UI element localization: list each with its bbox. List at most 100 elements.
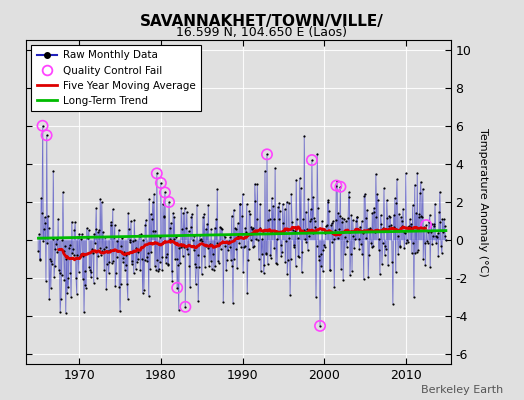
Point	[383, 197, 391, 204]
Point	[401, 230, 409, 236]
Point	[150, 262, 159, 269]
Point	[299, 216, 307, 222]
Point	[269, 216, 278, 222]
Point	[403, 239, 412, 245]
Point	[116, 281, 125, 287]
Point	[226, 234, 234, 240]
Point	[45, 296, 53, 302]
Point	[316, 251, 325, 258]
Point	[322, 223, 330, 230]
Point	[376, 271, 384, 278]
Point	[114, 248, 122, 254]
Point	[38, 122, 47, 129]
Point	[199, 214, 207, 220]
Point	[369, 243, 377, 250]
Point	[198, 238, 206, 244]
Point	[59, 248, 68, 254]
Point	[321, 244, 329, 250]
Point	[344, 214, 352, 221]
Point	[207, 226, 215, 232]
Point	[64, 284, 72, 290]
Point	[56, 308, 64, 315]
Point	[148, 198, 157, 205]
Point	[303, 226, 311, 233]
Point	[311, 224, 320, 231]
Point	[136, 233, 144, 239]
Point	[438, 216, 446, 223]
Point	[99, 229, 107, 235]
Point	[77, 251, 85, 257]
Point	[416, 190, 424, 196]
Point	[336, 184, 345, 190]
Point	[287, 256, 295, 263]
Point	[329, 218, 337, 224]
Point	[103, 261, 111, 268]
Point	[334, 210, 343, 216]
Point	[279, 220, 288, 226]
Point	[398, 222, 407, 229]
Point	[137, 230, 145, 237]
Point	[403, 237, 411, 243]
Point	[354, 226, 362, 232]
Point	[439, 229, 447, 236]
Point	[351, 226, 359, 232]
Point	[420, 224, 428, 231]
Point	[232, 245, 240, 252]
Point	[321, 230, 330, 236]
Point	[134, 256, 142, 262]
Point	[50, 273, 58, 280]
Point	[187, 224, 195, 230]
Point	[310, 215, 318, 222]
Point	[314, 205, 322, 212]
Point	[262, 251, 270, 258]
Point	[168, 268, 176, 274]
Point	[192, 264, 201, 270]
Point	[223, 240, 232, 246]
Point	[301, 236, 309, 242]
Point	[372, 171, 380, 177]
Point	[115, 226, 123, 233]
Point	[94, 253, 103, 259]
Point	[51, 245, 60, 252]
Point	[307, 206, 315, 212]
Point	[436, 219, 445, 226]
Point	[36, 256, 44, 262]
Point	[243, 290, 252, 296]
Point	[274, 204, 282, 211]
Point	[333, 177, 341, 184]
Point	[272, 236, 281, 242]
Point	[348, 267, 356, 274]
Point	[356, 224, 364, 230]
Point	[298, 269, 306, 276]
Point	[353, 214, 361, 220]
Point	[255, 256, 263, 262]
Point	[173, 284, 181, 291]
Point	[108, 206, 117, 212]
Point	[133, 259, 141, 265]
Point	[389, 212, 398, 218]
Text: 16.599 N, 104.650 E (Laos): 16.599 N, 104.650 E (Laos)	[177, 26, 347, 39]
Point	[175, 245, 183, 251]
Point	[118, 258, 127, 265]
Point	[396, 243, 404, 250]
Text: Berkeley Earth: Berkeley Earth	[421, 385, 503, 395]
Point	[331, 227, 339, 234]
Point	[63, 289, 71, 296]
Point	[302, 239, 311, 245]
Point	[429, 232, 437, 239]
Point	[330, 236, 338, 242]
Point	[84, 227, 93, 233]
Point	[163, 250, 171, 257]
Point	[270, 245, 279, 252]
Point	[123, 281, 131, 288]
Point	[59, 189, 67, 196]
Point	[118, 234, 126, 241]
Point	[177, 205, 185, 211]
Point	[141, 222, 149, 228]
Point	[39, 237, 47, 244]
Point	[83, 225, 91, 232]
Point	[34, 248, 42, 254]
Point	[221, 234, 229, 240]
Point	[293, 216, 301, 223]
Point	[244, 256, 252, 263]
